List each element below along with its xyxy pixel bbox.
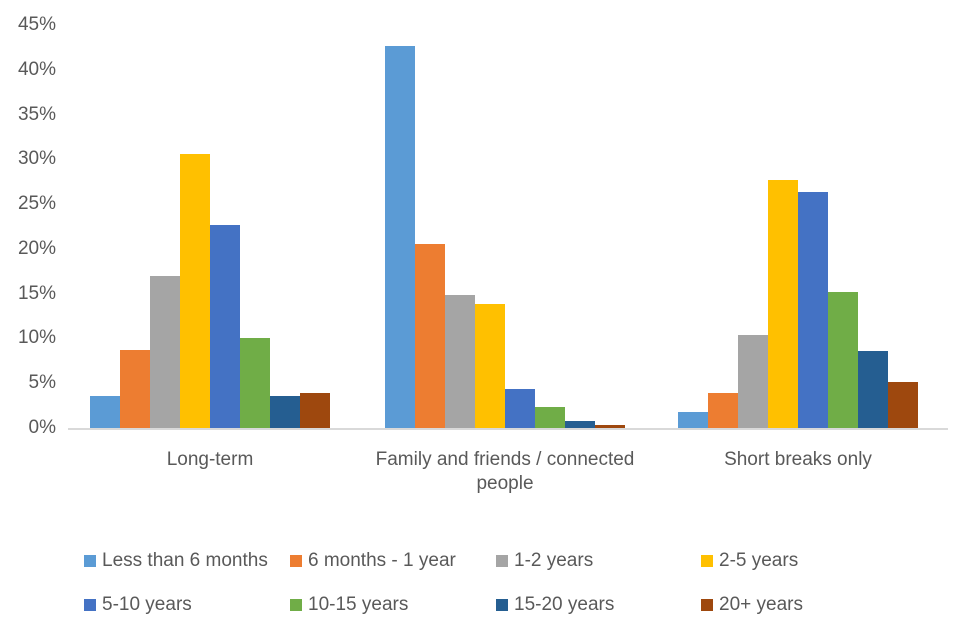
y-tick-label: 45% [17,14,56,35]
bar [535,407,565,428]
bar [798,192,828,428]
category-label: Family and friends / connected people [375,449,635,494]
legend-swatch-icon [701,599,713,611]
bar [595,425,625,428]
legend-swatch-icon [701,555,713,567]
legend-label: Less than 6 months [102,550,268,571]
bar [858,351,888,428]
bar-group-1 [90,154,330,428]
bar [180,154,210,428]
legend-swatch-icon [84,555,96,567]
y-tick-label: 25% [17,193,56,215]
legend-swatch-icon [84,599,96,611]
legend-label: 5-10 years [102,594,192,615]
legend-label: 15-20 years [514,594,615,615]
bar [828,292,858,428]
plot-area [68,25,948,430]
chart-legend: Less than 6 months 6 months - 1 year 1-2 y… [84,550,803,616]
bar [708,393,738,428]
legend-label: 6 months - 1 year [308,550,456,571]
bar [888,382,918,428]
legend-swatch-icon [496,599,508,611]
bar [415,244,445,428]
bar [505,389,535,428]
legend-swatch-icon [290,599,302,611]
bar [210,225,240,428]
y-tick-label: 40% [17,58,56,80]
legend-label: 1-2 years [514,550,594,571]
bar [738,335,768,428]
category-label: Long-term [166,449,254,470]
bar [270,396,300,428]
legend-swatch-icon [496,555,508,567]
legend-label: 20+ years [719,594,803,615]
y-tick-label: 5% [28,372,56,394]
bar [90,396,120,428]
bar-group-2 [385,46,625,428]
y-tick-label: 35% [17,103,56,125]
legend-item: 5-10 years [84,594,290,616]
bar [150,276,180,428]
y-tick-label: 10% [17,327,56,349]
bar [120,350,150,428]
category-label: Short breaks only [724,449,872,470]
legend-item: 2-5 years [701,550,803,572]
legend-label: 2-5 years [719,550,799,571]
bar [385,46,415,428]
y-tick-label: 0% [28,417,56,438]
y-tick-label: 15% [17,282,56,304]
legend-item: 6 months - 1 year [290,550,496,572]
bar [240,338,270,428]
legend-item: 20+ years [701,594,803,616]
legend-item: Less than 6 months [84,550,290,572]
y-tick-label: 30% [17,148,56,170]
y-tick-label: 20% [17,237,56,259]
bar [475,304,505,428]
bar [678,412,708,428]
legend-item: 1-2 years [496,550,701,572]
bar [768,180,798,428]
legend-label: 10-15 years [308,594,409,615]
legend-swatch-icon [290,555,302,567]
bar [445,295,475,428]
legend-item: 10-15 years [290,594,496,616]
bar [565,421,595,428]
legend-item: 15-20 years [496,594,701,616]
bar [300,393,330,428]
bar-group-3 [678,180,918,428]
